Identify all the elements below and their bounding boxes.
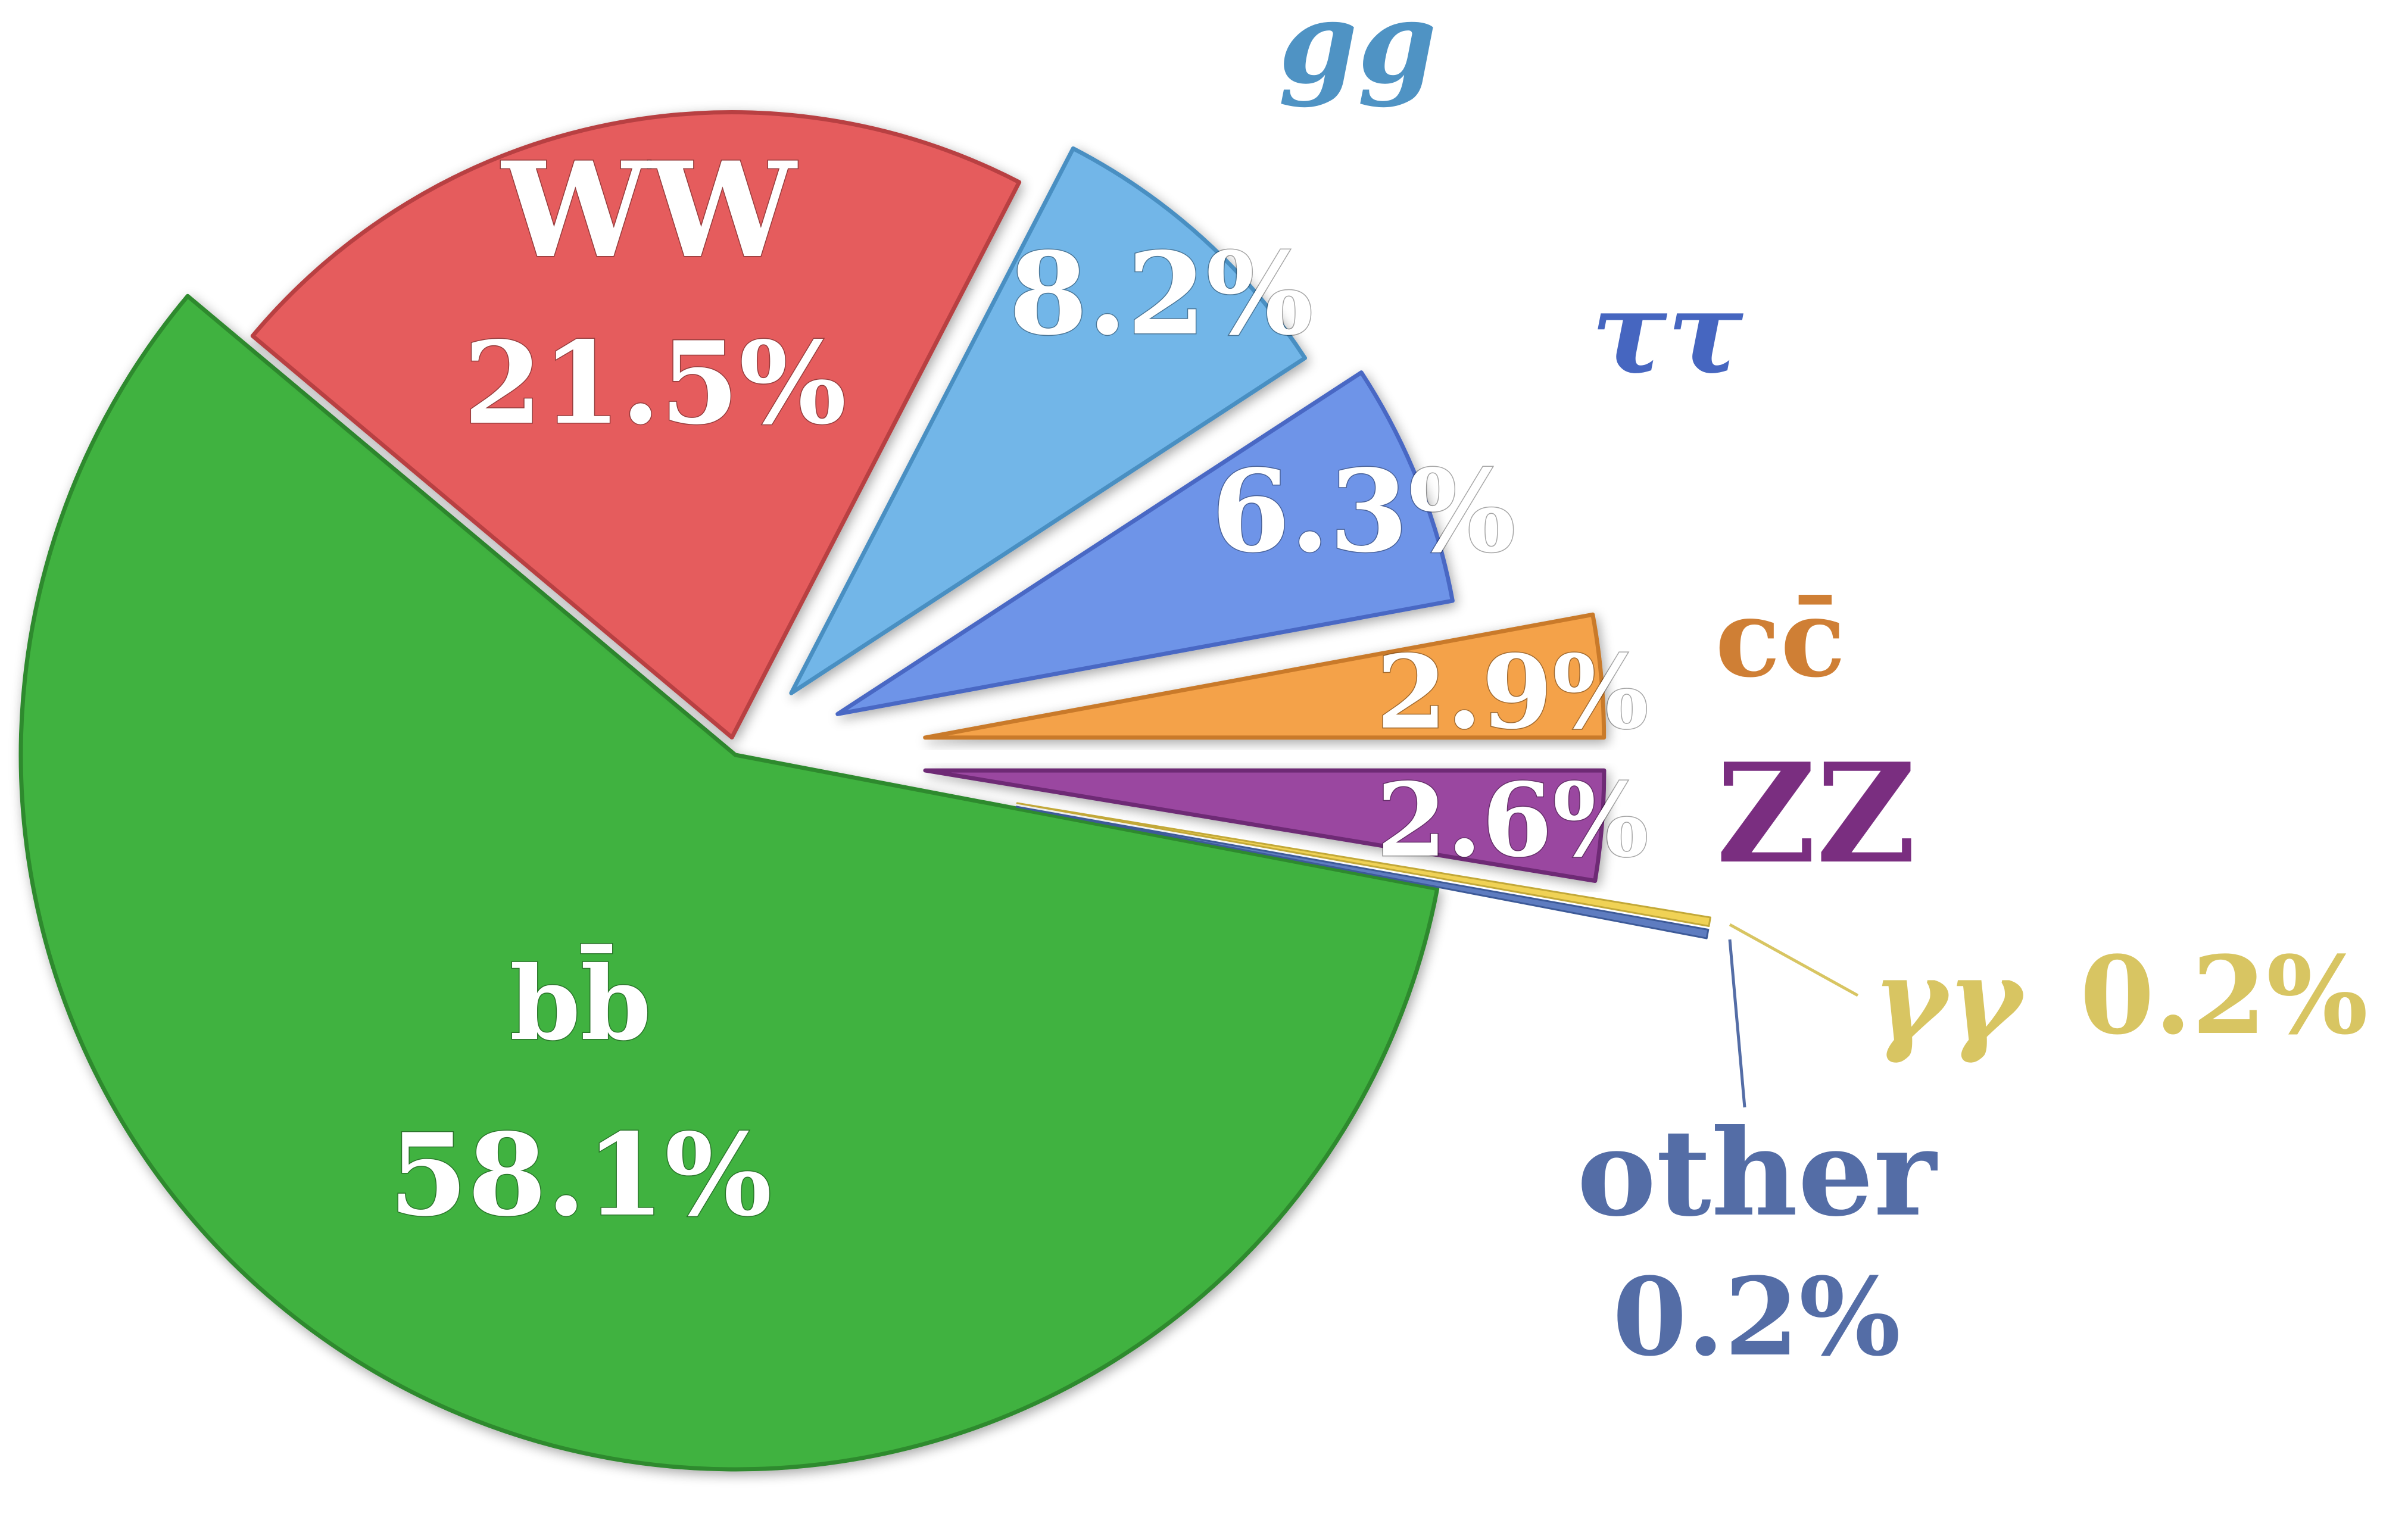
slice-zz — [923, 768, 1607, 884]
leader-line-other — [1728, 939, 1746, 1108]
slice-tautau — [835, 370, 1455, 716]
value-other: 0.2% — [1612, 1254, 1901, 1380]
label-gammagamma: γγ — [1873, 933, 2026, 1066]
value-gg: 8.2% — [1009, 227, 1313, 360]
slice-ww — [250, 110, 1022, 740]
value-cc: 2.9% — [1376, 633, 1648, 752]
slice-bb — [18, 294, 1440, 1472]
value-bb: 58.1% — [389, 1109, 772, 1241]
slice-other — [1015, 806, 1710, 939]
label-tautau: ττ — [1591, 266, 1743, 399]
slice-gg — [789, 146, 1308, 695]
slice-cc — [923, 612, 1607, 740]
value-gammagamma: 0.2% — [2080, 933, 2368, 1059]
value-zz: 2.6% — [1376, 761, 1648, 880]
leader-line-gammagamma — [1729, 923, 1859, 997]
value-ww: 21.5% — [463, 317, 846, 449]
label-cc: cc̄ — [1715, 576, 1845, 701]
label-other: other — [1577, 1103, 1938, 1243]
label-bb: bb̄ — [510, 944, 651, 1063]
value-tautau: 6.3% — [1211, 445, 1515, 577]
label-ww: WW — [501, 133, 798, 287]
slice-gammagamma — [1016, 802, 1711, 928]
label-gg: gg — [1278, 0, 1437, 109]
label-zz: ZZ — [1716, 733, 1916, 894]
